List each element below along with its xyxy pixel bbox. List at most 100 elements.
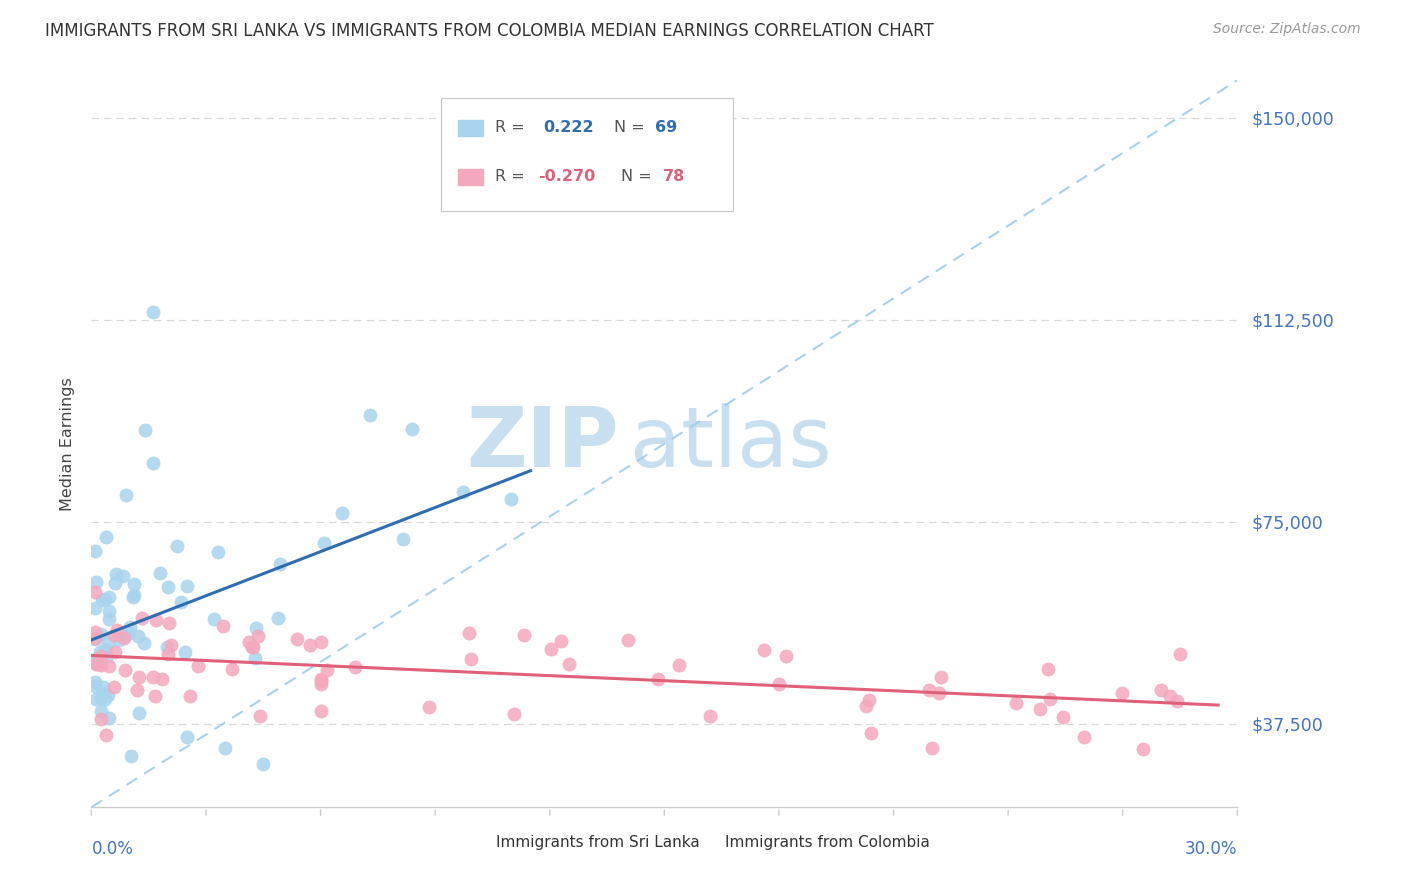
Point	[1149, 683, 1171, 698]
Point	[418, 699, 440, 714]
Point	[238, 634, 260, 648]
Point	[90, 691, 112, 706]
Text: R =: R =	[495, 120, 534, 135]
Point	[316, 664, 339, 678]
Point	[104, 575, 127, 590]
Point	[157, 616, 180, 631]
Point	[118, 625, 141, 640]
Point	[1168, 647, 1191, 661]
Point	[298, 639, 321, 653]
Point	[245, 621, 267, 635]
Point	[928, 685, 950, 699]
Point	[221, 662, 243, 676]
Point	[1166, 694, 1188, 708]
Point	[166, 539, 188, 553]
Point	[266, 611, 288, 625]
Point	[141, 305, 163, 319]
Point	[114, 663, 136, 677]
Point	[202, 612, 225, 626]
Point	[176, 731, 198, 745]
Point	[127, 629, 149, 643]
Point	[128, 670, 150, 684]
Point	[668, 657, 690, 672]
Point	[617, 632, 640, 647]
Point	[921, 741, 943, 756]
Text: 69: 69	[655, 120, 678, 135]
Text: 0.222: 0.222	[543, 120, 593, 135]
Point	[114, 488, 136, 502]
Point	[242, 640, 264, 654]
Point	[312, 536, 335, 550]
Point	[187, 658, 209, 673]
Point	[269, 557, 291, 571]
Point	[157, 580, 180, 594]
Point	[91, 680, 114, 694]
Point	[104, 566, 127, 581]
Text: Source: ZipAtlas.com: Source: ZipAtlas.com	[1213, 22, 1361, 37]
Text: atlas: atlas	[630, 403, 832, 484]
Point	[859, 726, 882, 740]
Point	[1039, 691, 1062, 706]
Text: 0.0%: 0.0%	[91, 840, 134, 858]
Point	[176, 579, 198, 593]
Point	[150, 672, 173, 686]
Point	[143, 689, 166, 703]
Text: 78: 78	[664, 169, 686, 185]
Point	[84, 544, 107, 558]
Point	[1005, 696, 1028, 710]
Point	[105, 624, 128, 638]
Point	[90, 627, 112, 641]
Point	[160, 638, 183, 652]
Point	[309, 635, 332, 649]
Point	[503, 706, 526, 721]
Point	[458, 626, 481, 640]
Point	[89, 645, 111, 659]
Text: N =: N =	[621, 169, 651, 185]
Point	[214, 741, 236, 756]
Point	[752, 643, 775, 657]
Point	[245, 650, 267, 665]
Point	[120, 749, 142, 764]
Point	[330, 507, 353, 521]
Point	[918, 682, 941, 697]
Point	[91, 592, 114, 607]
Point	[90, 712, 112, 726]
Point	[247, 629, 270, 643]
Point	[112, 631, 135, 645]
Point	[84, 674, 107, 689]
Point	[84, 656, 107, 670]
Point	[84, 657, 107, 672]
Point	[211, 619, 233, 633]
Point	[118, 620, 141, 634]
Point	[170, 595, 193, 609]
Point	[122, 588, 145, 602]
Point	[309, 672, 332, 686]
Point	[128, 706, 150, 720]
Point	[125, 682, 148, 697]
Bar	[699, 835, 716, 849]
Point	[1132, 742, 1154, 756]
Point	[103, 681, 125, 695]
Point	[84, 574, 107, 589]
Point	[285, 632, 308, 646]
Point	[107, 632, 129, 647]
Point	[647, 672, 669, 686]
Point	[134, 636, 156, 650]
Point	[1029, 702, 1052, 716]
Point	[98, 604, 121, 618]
Point	[699, 709, 721, 723]
Point	[156, 640, 179, 655]
Point	[768, 677, 790, 691]
Point	[111, 630, 134, 644]
Text: N =: N =	[614, 120, 645, 135]
Point	[157, 647, 180, 661]
Point	[122, 591, 145, 605]
Point	[87, 657, 110, 671]
Point	[858, 692, 880, 706]
Point	[309, 677, 332, 691]
Point	[252, 757, 274, 772]
Point	[134, 423, 156, 437]
Point	[401, 422, 423, 436]
Point	[84, 624, 107, 639]
Point	[96, 649, 118, 664]
